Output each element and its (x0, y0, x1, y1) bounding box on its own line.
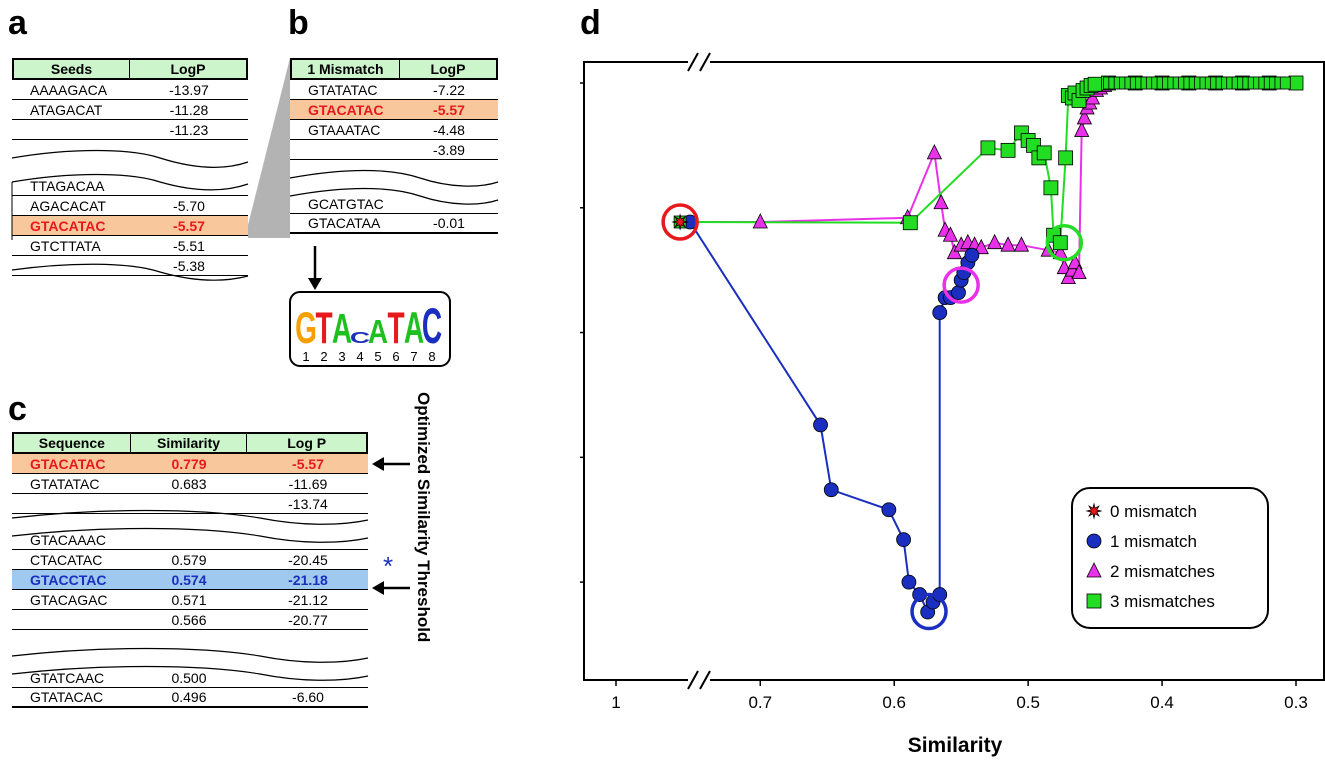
legend-label: 0 mismatch (1110, 502, 1197, 521)
data-point-square (1280, 77, 1290, 89)
data-point-square (1001, 143, 1015, 157)
data-point-circle (933, 306, 947, 320)
logo-position-label: 3 (338, 349, 345, 364)
zoom-connector (248, 58, 290, 238)
x-tick-label: 0.7 (748, 693, 772, 712)
data-point-square (1059, 151, 1073, 165)
data-point-square (1044, 181, 1058, 195)
logo-position-label: 8 (428, 349, 435, 364)
logo-position-label: 7 (410, 349, 417, 364)
data-point-triangle (1075, 122, 1089, 136)
x-tick-label: 1 (611, 693, 620, 712)
data-point-circle (1087, 534, 1101, 548)
chart-legend: 0 mismatch 1 mismatch 2 mismatches 3 mismat… (1072, 488, 1268, 628)
logo-position-label: 4 (356, 349, 363, 364)
data-point-square (1037, 146, 1051, 160)
table-b-wave-bottom (290, 189, 498, 205)
legend-label: 1 mismatch (1110, 532, 1197, 551)
optimized-similarity-threshold-label: Optimized Similarity Threshold (414, 392, 433, 642)
data-point-square (903, 216, 917, 230)
chart-ticks: 10.70.60.50.40.30-5-10-15-20Similaritylo… (580, 74, 1308, 757)
series-line-2-mismatches (680, 86, 1104, 278)
x-tick-label: 0.3 (1284, 693, 1308, 712)
table-c-wave-1 (12, 511, 368, 525)
data-point-triangle (988, 235, 1002, 249)
data-point-square (1087, 594, 1101, 608)
x-tick-label: 0.4 (1150, 693, 1174, 712)
data-point-circle (882, 503, 896, 517)
logo-position-label: 1 (302, 349, 309, 364)
legend-label: 3 mismatches (1110, 592, 1215, 611)
x-tick-label: 0.6 (882, 693, 906, 712)
table-c-wave-4 (12, 667, 368, 681)
data-point-star (673, 215, 687, 229)
data-point-square (1053, 236, 1067, 250)
table-a-wave-top (12, 151, 248, 168)
logo-letter: T (315, 302, 332, 352)
data-point-circle (814, 418, 828, 432)
chart-highlight-circles (663, 205, 1081, 629)
data-point-square (1088, 77, 1102, 91)
table-c-wave-2 (12, 529, 368, 543)
logo-letter: C (422, 297, 442, 354)
table-a-wave-end (12, 264, 248, 280)
table-b-wave-top (290, 171, 498, 187)
axis-break-gap (688, 672, 710, 688)
x-axis-label: Similarity (908, 734, 1003, 757)
table-c-wave-3 (12, 649, 368, 663)
logo-letter: G (295, 302, 317, 352)
series-line-1-mismatch (680, 222, 972, 612)
legend-label: 2 mismatches (1110, 562, 1215, 581)
data-point-square (1289, 76, 1303, 90)
arrow-down-icon (308, 278, 322, 290)
logo-position-label: 6 (392, 349, 399, 364)
chart-d: 10.70.60.50.40.30-5-10-15-20Similaritylo… (580, 0, 1325, 761)
figure-decorations: GT ACA T AC 12345678 * Optimized Similarity… (0, 0, 580, 761)
axis-break-gap (688, 54, 710, 70)
arrow-left-icon (372, 457, 384, 471)
logo-letter: T (387, 302, 404, 352)
logo-position-label: 2 (320, 349, 327, 364)
data-point-triangle (927, 145, 941, 159)
logo-letter: A (368, 313, 388, 351)
data-point-star (1087, 504, 1101, 518)
blue-star: * (383, 551, 393, 581)
data-point-circle (965, 248, 979, 262)
series-line-3-mismatches (680, 83, 1296, 243)
logo-position-label: 5 (374, 349, 381, 364)
table-a-wave-bottom (12, 175, 248, 190)
data-point-circle (951, 286, 965, 300)
data-point-circle (902, 575, 916, 589)
data-point-circle (824, 483, 838, 497)
x-tick-label: 0.5 (1016, 693, 1040, 712)
data-point-square (981, 141, 995, 155)
data-point-circle (897, 533, 911, 547)
arrow-left-icon (372, 581, 384, 595)
